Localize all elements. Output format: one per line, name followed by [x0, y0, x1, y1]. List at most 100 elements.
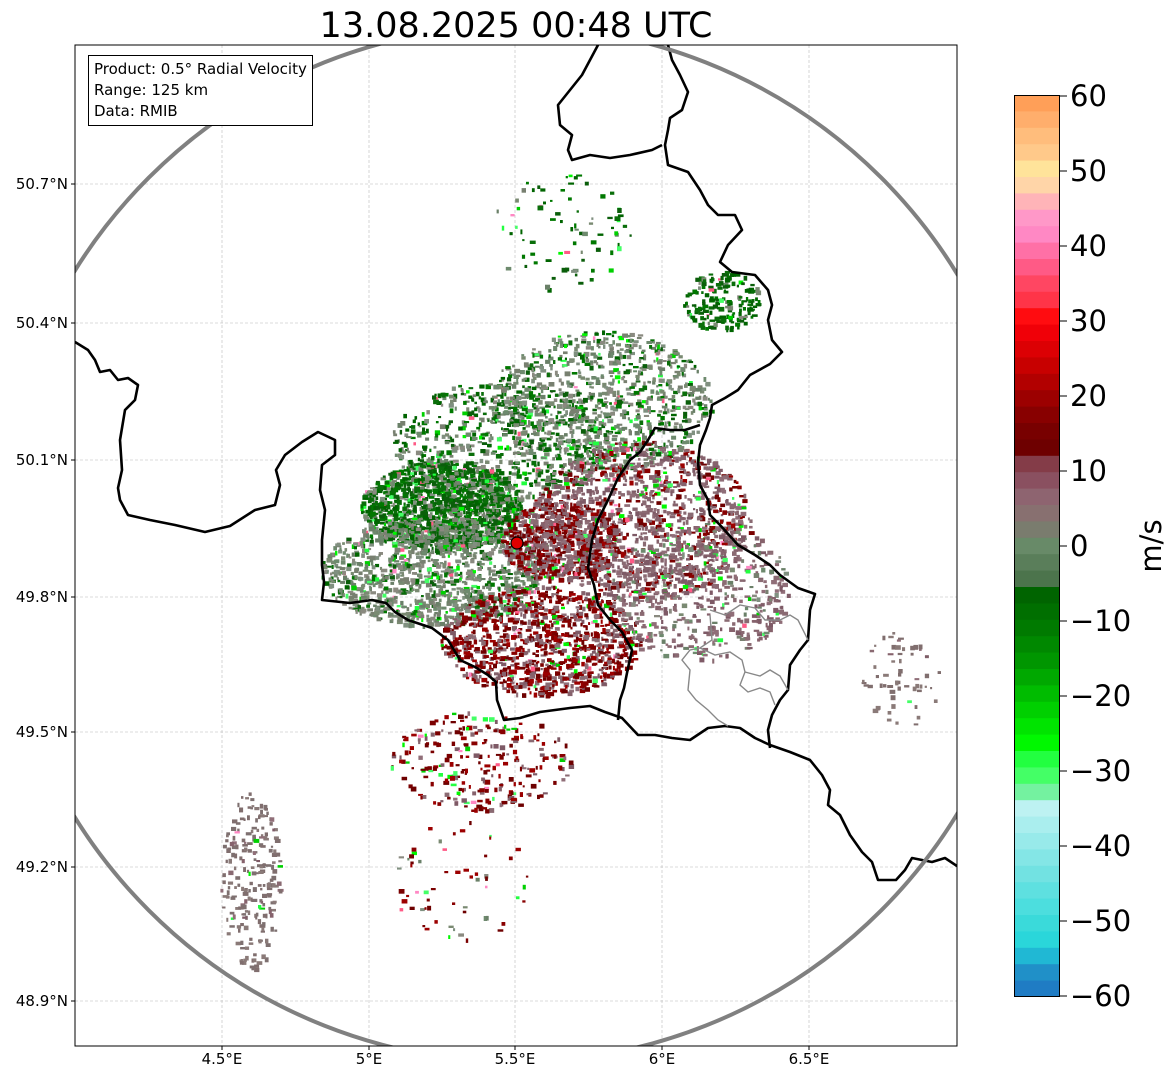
velocity-echo — [382, 475, 386, 478]
velocity-echo — [418, 574, 423, 579]
velocity-echo — [486, 524, 490, 527]
velocity-echo — [647, 380, 650, 384]
velocity-echo — [523, 511, 529, 517]
velocity-echo — [398, 548, 405, 552]
velocity-echo — [468, 469, 471, 474]
velocity-echo — [414, 471, 417, 476]
velocity-echo — [683, 416, 688, 419]
velocity-echo — [479, 617, 485, 622]
velocity-echo — [472, 394, 477, 398]
velocity-echo — [688, 361, 694, 364]
velocity-echo — [532, 468, 535, 473]
velocity-echo — [492, 504, 496, 508]
velocity-echo — [487, 530, 491, 536]
velocity-echo — [435, 461, 441, 465]
velocity-echo — [487, 487, 494, 493]
velocity-echo — [662, 398, 665, 404]
velocity-echo — [376, 579, 382, 585]
velocity-echo — [602, 391, 608, 396]
velocity-echo — [474, 538, 480, 544]
velocity-echo — [350, 579, 353, 585]
velocity-echo — [499, 602, 504, 608]
velocity-echo — [433, 598, 438, 601]
velocity-echo — [411, 567, 415, 570]
velocity-echo — [538, 469, 544, 475]
velocity-echo — [545, 470, 549, 473]
velocity-echo — [540, 369, 547, 373]
velocity-echo — [603, 386, 608, 389]
velocity-echo — [554, 370, 558, 376]
velocity-echo — [505, 383, 509, 388]
velocity-echo — [643, 414, 650, 417]
velocity-echo — [671, 417, 675, 421]
velocity-echo — [567, 514, 574, 518]
velocity-echo — [486, 532, 489, 538]
velocity-echo — [629, 446, 635, 449]
velocity-echo — [362, 548, 365, 554]
velocity-echo — [379, 488, 384, 492]
velocity-echo — [461, 488, 468, 492]
velocity-echo — [514, 451, 520, 455]
velocity-echo — [515, 498, 518, 504]
velocity-echo — [486, 536, 489, 541]
velocity-echo — [403, 444, 407, 448]
velocity-echo — [489, 480, 495, 484]
velocity-echo — [409, 491, 413, 495]
velocity-echo — [554, 479, 560, 483]
velocity-echo — [542, 569, 545, 572]
velocity-echo — [611, 437, 618, 442]
velocity-echo — [410, 618, 415, 622]
velocity-echo — [406, 615, 411, 619]
velocity-echo — [527, 367, 532, 371]
velocity-echo — [582, 469, 589, 474]
velocity-echo — [568, 458, 572, 463]
velocity-echo — [436, 493, 442, 497]
velocity-echo — [467, 523, 471, 527]
velocity-echo — [408, 529, 411, 533]
velocity-echo — [401, 605, 407, 609]
velocity-echo — [471, 479, 477, 482]
velocity-echo — [679, 588, 683, 593]
velocity-echo — [514, 576, 520, 579]
velocity-echo — [670, 491, 673, 497]
velocity-echo — [395, 483, 401, 487]
velocity-echo — [478, 508, 485, 513]
velocity-echo — [416, 542, 421, 548]
velocity-echo — [443, 477, 447, 481]
velocity-echo — [417, 521, 422, 525]
velocity-echo — [654, 445, 658, 448]
velocity-echo — [573, 351, 579, 356]
velocity-echo — [598, 458, 602, 463]
velocity-echo — [532, 494, 535, 500]
velocity-echo — [487, 528, 492, 531]
velocity-echo — [684, 408, 690, 411]
velocity-echo — [394, 439, 399, 442]
velocity-echo — [396, 473, 401, 479]
velocity-echo — [490, 527, 495, 530]
velocity-echo — [523, 519, 527, 524]
velocity-echo — [502, 433, 508, 437]
velocity-echo — [508, 557, 512, 562]
velocity-echo — [367, 501, 372, 504]
velocity-echo — [615, 343, 621, 347]
velocity-echo — [442, 540, 447, 544]
velocity-echo — [330, 572, 333, 576]
velocity-echo — [451, 494, 457, 499]
velocity-echo — [514, 419, 520, 424]
velocity-echo — [597, 544, 602, 549]
velocity-echo — [487, 419, 490, 422]
velocity-echo — [477, 530, 481, 535]
velocity-echo — [426, 465, 432, 469]
velocity-echo — [392, 502, 395, 507]
velocity-echo — [403, 494, 406, 498]
velocity-echo — [643, 458, 648, 461]
velocity-echo — [445, 531, 449, 535]
velocity-echo — [702, 396, 708, 401]
velocity-echo — [447, 529, 451, 533]
velocity-echo — [448, 538, 454, 543]
velocity-echo — [670, 443, 674, 448]
velocity-echo — [474, 605, 480, 609]
velocity-echo — [403, 559, 408, 562]
velocity-echo — [541, 437, 547, 440]
